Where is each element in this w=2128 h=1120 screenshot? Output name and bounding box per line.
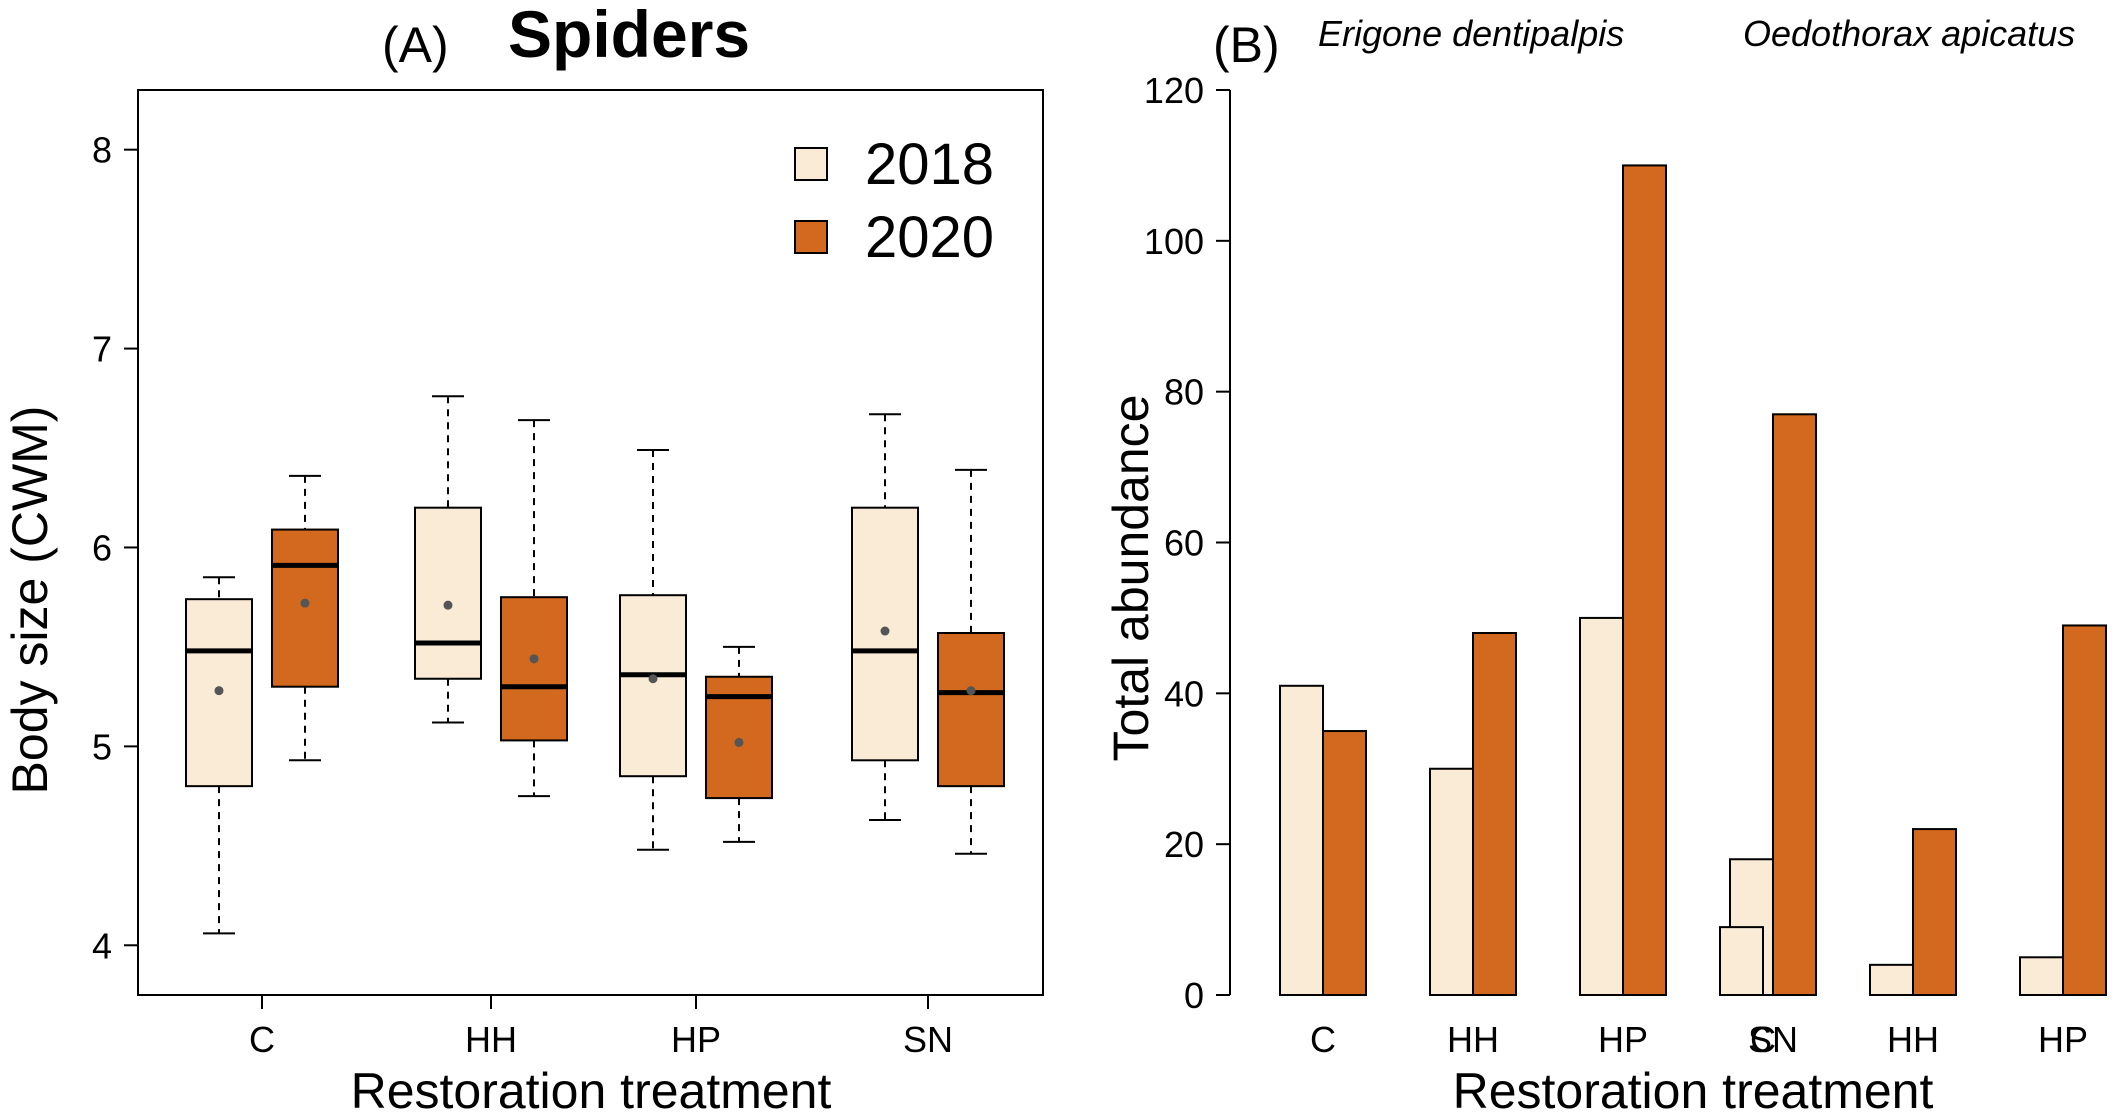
panel-a-xlabel: Restoration treatment [351, 1063, 832, 1115]
box-2018-HH-iqr [414, 506, 482, 680]
box-2020-C-iqr [271, 528, 339, 688]
box-2018-SN-mean [880, 626, 890, 636]
panel-b-xtick-label-1-HH: HH [1447, 1019, 1499, 1060]
box-2020-HP-mean [734, 737, 744, 747]
bar-1-2018-HH [1429, 767, 1474, 996]
bar-2-2018-C [1719, 926, 1764, 996]
panel-b-ytick-label-0: 0 [1184, 975, 1204, 1016]
panel-b-ytick-label-4: 80 [1164, 372, 1204, 413]
panel-b-xtick-label-1-SN: SN [1748, 1019, 1798, 1060]
panel-b-ylabel: Total abundance [1103, 395, 1159, 762]
panel-b-xtick-label-2-C: C [1750, 1019, 1776, 1060]
panel-b-xtick-label-1-HP: HP [1598, 1019, 1648, 1060]
box-2020-SN-mean [966, 686, 976, 696]
panel-a-xtick-label-2: HP [671, 1019, 721, 1060]
chart-marks: 45678CHHHPSN020406080100120CHHHPSNCHHHPS… [92, 70, 2107, 1060]
legend: 2018 2020 [794, 132, 994, 270]
bar-1-2020-SN [1772, 413, 1817, 996]
panel-a-title: Spiders [508, 0, 750, 71]
bar-2-2020-HP [2062, 624, 2107, 996]
bar-2-2020-HH [1912, 828, 1957, 996]
legend-swatch-2020 [794, 220, 828, 254]
panel-a-ytick-label-2: 6 [92, 527, 112, 568]
panel-a-ytick-label-3: 7 [92, 329, 112, 370]
panel-b-ytick-label-2: 40 [1164, 673, 1204, 714]
box-2018-HP-iqr [619, 594, 687, 778]
bar-1-2020-HH [1472, 632, 1517, 996]
panel-b-ytick-label-5: 100 [1144, 221, 1204, 262]
panel-b-xlabel: Restoration treatment [1453, 1063, 1934, 1115]
panel-b-ytick-label-1: 20 [1164, 824, 1204, 865]
panel-a-xtick-label-3: SN [903, 1019, 953, 1060]
panel-b-ytick-label-6: 120 [1144, 70, 1204, 111]
box-2020-HH-iqr [500, 596, 568, 742]
panel-b-group-2-title: Oedothorax apicatus [1743, 13, 2075, 54]
panel-a-ytick-label-4: 8 [92, 130, 112, 171]
box-2018-C-mean [214, 686, 224, 696]
panel-b-xtick-label-1-C: C [1310, 1019, 1336, 1060]
legend-label-2020: 2020 [865, 205, 994, 270]
panel-b-group-1-title: Erigone dentipalpis [1318, 13, 1624, 54]
bar-1-2020-HP [1622, 164, 1667, 996]
box-2020-SN-iqr [937, 632, 1005, 788]
panel-a-xtick-label-1: HH [465, 1019, 517, 1060]
bar-1-2020-C [1322, 730, 1367, 997]
box-2020-HH-mean [529, 654, 539, 664]
bar-1-2018-C [1279, 684, 1324, 997]
panel-a-ytick-label-0: 4 [92, 925, 112, 966]
panel-b-xtick-label-2-HH: HH [1887, 1019, 1939, 1060]
box-2018-HP-mean [648, 674, 658, 684]
panel-a-ylabel: Body size (CWM) [2, 406, 58, 795]
panel-b-ytick-label-3: 60 [1164, 523, 1204, 564]
legend-label-2018: 2018 [865, 132, 994, 197]
box-2020-C-mean [300, 598, 310, 608]
bar-1-2018-HP [1579, 616, 1624, 997]
panel-a-plot-frame [137, 89, 1044, 996]
bar-2-2018-HH [1869, 963, 1914, 996]
panel-b-label: (B) [1213, 17, 1280, 73]
panel-a-label: (A) [382, 17, 449, 73]
legend-swatch-2018 [794, 147, 828, 181]
panel-a-ytick-label-1: 5 [92, 726, 112, 767]
panel-b-xtick-label-2-HP: HP [2038, 1019, 2088, 1060]
bar-2-2018-HP [2019, 956, 2064, 997]
box-2018-HH-mean [443, 600, 453, 610]
panel-a-xtick-label-0: C [249, 1019, 275, 1060]
